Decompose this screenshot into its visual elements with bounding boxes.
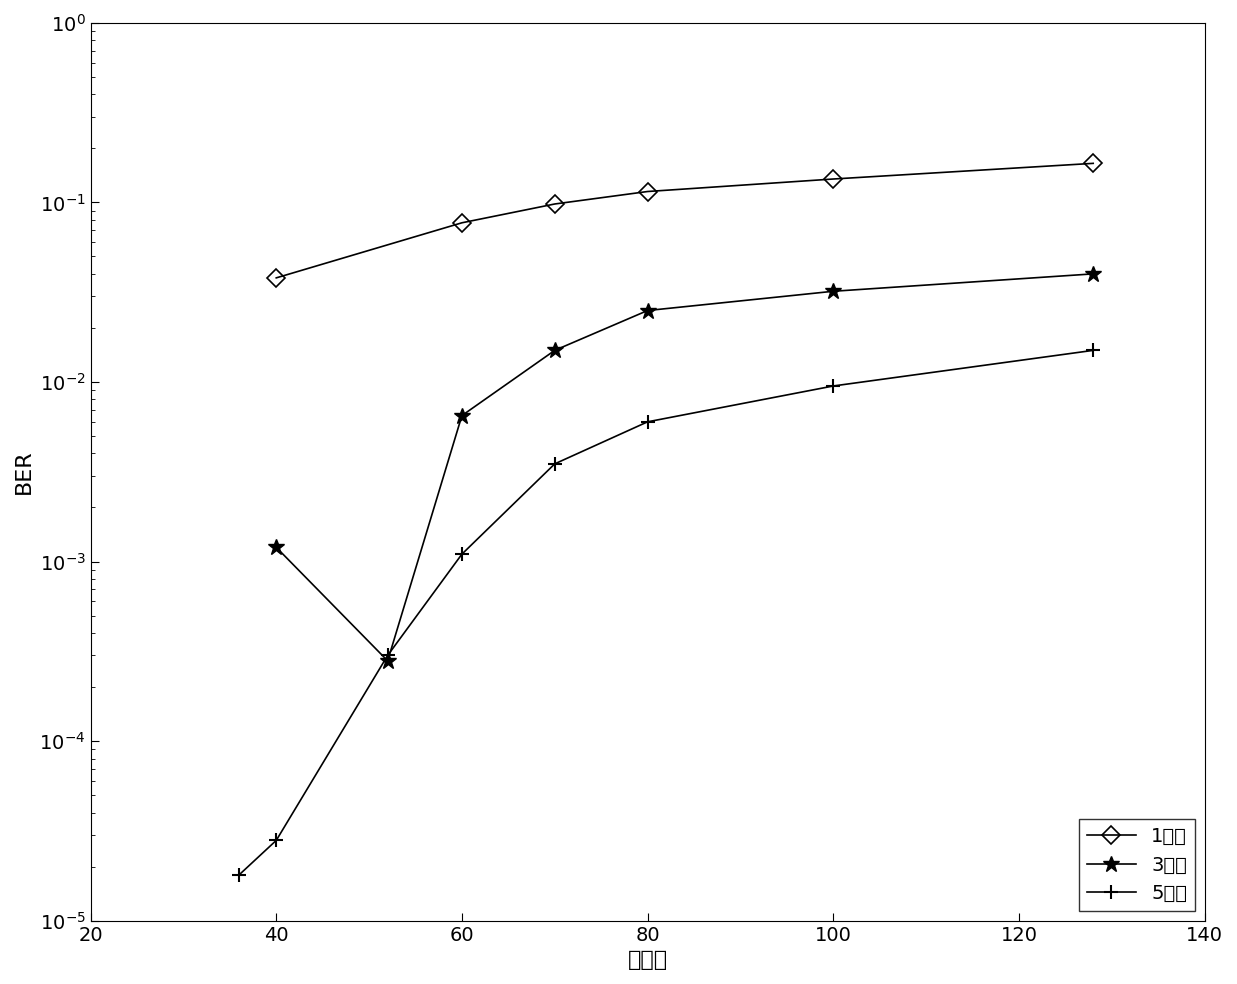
1阵元 — [1086, 157, 1101, 169]
1阵元 — [641, 186, 656, 198]
1阵元 — [268, 272, 283, 283]
5阵元 — [454, 548, 469, 560]
5阵元 — [231, 869, 246, 881]
1阵元 — [454, 216, 469, 228]
1阵元 — [547, 198, 562, 210]
1阵元 — [826, 173, 841, 185]
5阵元 — [547, 458, 562, 469]
5阵元 — [641, 416, 656, 428]
Y-axis label: BER: BER — [14, 450, 33, 494]
5阵元 — [268, 834, 283, 846]
5阵元 — [826, 380, 841, 392]
X-axis label: 用户数: 用户数 — [627, 951, 668, 970]
5阵元 — [380, 649, 395, 661]
Line: 5阵元: 5阵元 — [233, 343, 1100, 882]
Line: 3阵元: 3阵元 — [268, 266, 1101, 669]
3阵元 — [826, 285, 841, 297]
3阵元 — [641, 305, 656, 317]
3阵元 — [380, 655, 395, 667]
Line: 1阵元: 1阵元 — [270, 157, 1100, 284]
3阵元 — [268, 541, 283, 553]
5阵元 — [1086, 344, 1101, 356]
3阵元 — [1086, 268, 1101, 279]
3阵元 — [454, 409, 469, 421]
3阵元 — [547, 344, 562, 356]
Legend: 1阵元, 3阵元, 5阵元: 1阵元, 3阵元, 5阵元 — [1079, 819, 1195, 911]
